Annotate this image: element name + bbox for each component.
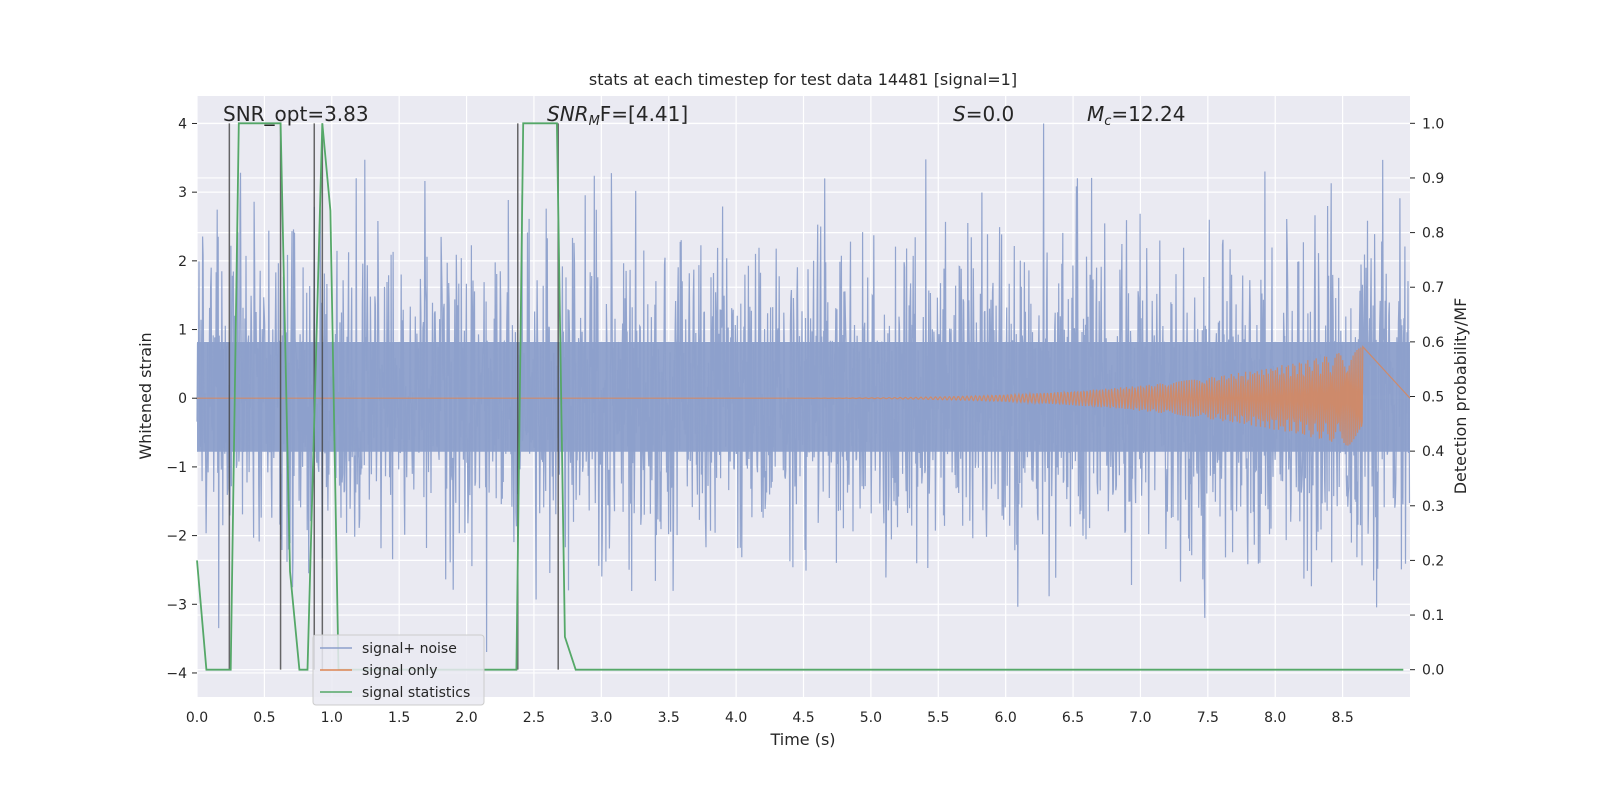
y-tick-labels: 4 3 2 1 0 −1 −2 −3 −4 <box>166 116 197 682</box>
x-tick-label: 2.0 <box>455 710 477 726</box>
y-tick-label: −3 <box>166 597 187 613</box>
legend: signal+ noise signal only signal statist… <box>312 634 485 706</box>
x-tick-label: 7.0 <box>1129 710 1151 726</box>
x-tick-label: 3.0 <box>590 710 612 726</box>
y2-axis-label: Detection probability/MF <box>1451 298 1470 495</box>
y2-tick-label: 1.0 <box>1422 116 1444 132</box>
y-tick-label: −4 <box>166 666 187 682</box>
x-tick-label: 2.5 <box>523 710 545 726</box>
annotation-snr-opt: SNR_opt=3.83 <box>223 102 369 126</box>
y-axis-label: Whitened strain <box>136 332 155 459</box>
legend-label-signal-only: signal only <box>362 663 437 679</box>
chirp-line <box>197 345 1411 446</box>
vertical-markers <box>228 123 559 670</box>
y2-tick-label: 0.2 <box>1422 553 1444 569</box>
x-tick-label: 0.5 <box>253 710 275 726</box>
x-tick-label: 4.0 <box>725 710 747 726</box>
x-tick-label: 6.0 <box>995 710 1017 726</box>
chart-title: stats at each timestep for test data 144… <box>589 70 1017 89</box>
legend-label-signal-noise: signal+ noise <box>362 641 457 657</box>
y-tick-label: 1 <box>178 323 187 339</box>
annotation-mc: Mc=12.24 <box>1087 102 1185 129</box>
x-tick-label: 5.5 <box>927 710 949 726</box>
y-tick-label: 3 <box>178 185 187 201</box>
y-tick-label: −1 <box>166 460 187 476</box>
x-tick-label: 8.5 <box>1331 710 1353 726</box>
y2-tick-label: 0.4 <box>1422 444 1444 460</box>
y2-tick-label: 0.1 <box>1422 608 1444 624</box>
x-tick-label: 7.5 <box>1197 710 1219 726</box>
annotation-s: S=0.0 <box>953 102 1014 126</box>
y2-tick-label: 0.9 <box>1422 171 1444 187</box>
y-tick-label: 0 <box>178 391 187 407</box>
x-tick-label: 0.0 <box>186 710 208 726</box>
y2-tick-label: 0.6 <box>1422 335 1444 351</box>
x-tick-label: 1.0 <box>321 710 343 726</box>
x-tick-labels: 0.0 0.5 1.0 1.5 2.0 2.5 3.0 3.5 4.0 4.5 5.0 5.5 6.0 6… <box>186 710 1354 726</box>
y2-tick-label: 0.8 <box>1422 226 1444 242</box>
y2-tick-label: 0.5 <box>1422 390 1444 406</box>
x-axis-label: Time (s) <box>769 730 835 749</box>
y2-tick-label: 0.7 <box>1422 280 1444 296</box>
signal-statistics-series <box>196 122 1404 671</box>
y2-tick-label: 0.3 <box>1422 499 1444 515</box>
statistics-line <box>196 122 1404 671</box>
x-tick-label: 6.5 <box>1062 710 1084 726</box>
x-tick-label: 5.0 <box>860 710 882 726</box>
y2-tick-labels: 1.0 0.9 0.8 0.7 0.6 0.5 0.4 0.3 0.2 0.1 0.0 <box>1410 116 1444 679</box>
y2-tick-label: 0.0 <box>1422 663 1444 679</box>
annotation-snr-mf: SNRMF=[4.41] <box>547 102 688 129</box>
y-tick-label: 4 <box>178 116 187 132</box>
x-tick-label: 3.5 <box>658 710 680 726</box>
signal-only-series <box>197 345 1411 446</box>
y-tick-label: 2 <box>178 254 187 270</box>
y-tick-label: −2 <box>166 529 187 545</box>
legend-box <box>312 634 485 706</box>
x-tick-label: 8.0 <box>1264 710 1286 726</box>
x-tick-label: 4.5 <box>792 710 814 726</box>
legend-label-signal-statistics: signal statistics <box>362 685 470 701</box>
x-tick-label: 1.5 <box>388 710 410 726</box>
